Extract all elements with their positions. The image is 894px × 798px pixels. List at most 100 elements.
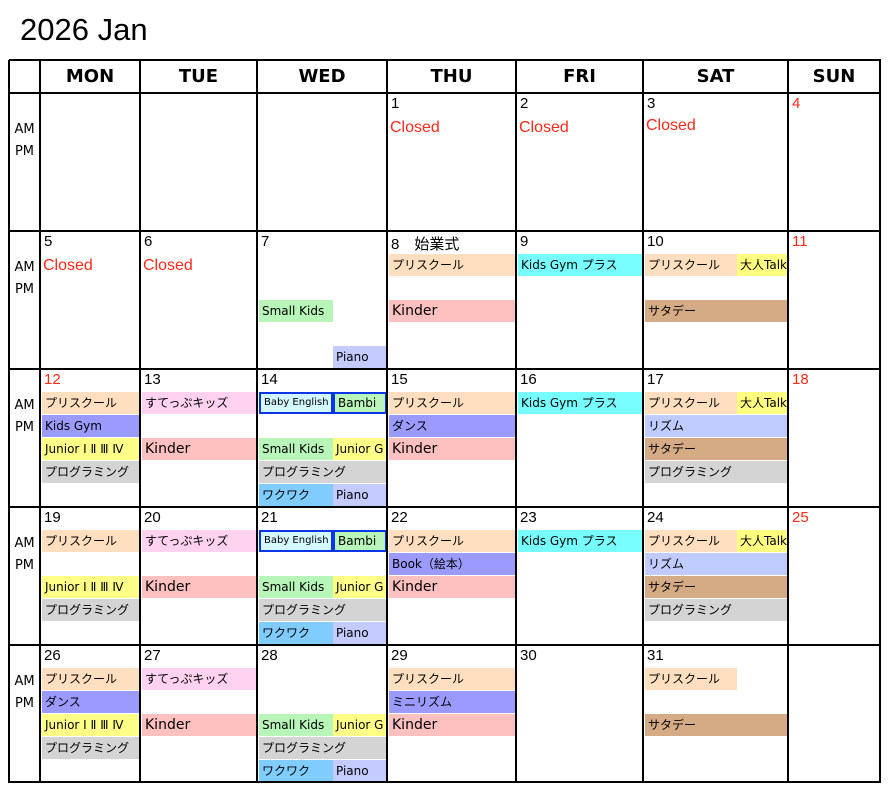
grid-line xyxy=(139,60,141,783)
event-block[interactable]: プログラミング xyxy=(42,599,140,621)
event-block[interactable]: Bambi xyxy=(333,530,387,552)
event-block[interactable]: ミニリズム xyxy=(389,691,516,713)
event-block[interactable]: 大人Talk xyxy=(737,254,788,276)
event-block[interactable]: ダンス xyxy=(389,415,516,437)
day-number: 17 xyxy=(647,371,664,388)
grid-line xyxy=(39,60,41,783)
event-block[interactable]: Kinder xyxy=(142,576,257,598)
day-cell[interactable] xyxy=(140,93,257,231)
day-cell[interactable] xyxy=(788,369,880,507)
day-number: 10 xyxy=(647,233,664,250)
header-tue: TUE xyxy=(178,66,219,87)
event-block[interactable]: すてっぷキッズ xyxy=(142,668,257,690)
ampm-pm: PM xyxy=(14,144,35,159)
day-cell[interactable] xyxy=(516,231,643,369)
grid-line xyxy=(515,60,517,783)
event-block[interactable]: ダンス xyxy=(42,691,140,713)
day-cell[interactable] xyxy=(516,507,643,645)
event-block[interactable]: プリスクール xyxy=(389,668,516,690)
event-block[interactable]: Small Kids xyxy=(259,714,333,736)
day-number: 27 xyxy=(144,647,161,664)
event-block[interactable]: すてっぷキッズ xyxy=(142,530,257,552)
event-block[interactable]: プリスクール xyxy=(645,668,737,690)
event-block[interactable]: Small Kids xyxy=(259,438,333,460)
ampm-label: AM PM xyxy=(9,119,40,163)
day-cell[interactable] xyxy=(387,93,516,231)
event-block[interactable]: プリスクール xyxy=(389,254,516,276)
ampm-pm: PM xyxy=(14,420,35,435)
day-cell[interactable] xyxy=(643,93,788,231)
event-block[interactable]: Junior G xyxy=(333,438,387,460)
event-block[interactable]: プリスクール xyxy=(645,392,737,414)
event-block[interactable]: リズム xyxy=(645,553,788,575)
event-block[interactable]: プログラミング xyxy=(645,461,788,483)
event-block[interactable]: Kinder xyxy=(142,714,257,736)
event-block[interactable]: Kids Gym xyxy=(42,415,140,437)
day-cell[interactable] xyxy=(788,507,880,645)
day-number: 31 xyxy=(647,647,664,664)
event-block[interactable]: Piano xyxy=(333,622,387,644)
day-number: 2 xyxy=(520,95,529,112)
event-block[interactable]: Kinder xyxy=(389,438,516,460)
event-block[interactable]: プリスクール xyxy=(42,668,140,690)
event-block[interactable]: すてっぷキッズ xyxy=(142,392,257,414)
event-block[interactable]: Kids Gym プラス xyxy=(518,530,643,552)
day-cell[interactable] xyxy=(40,93,140,231)
event-block[interactable]: Small Kids xyxy=(259,576,333,598)
event-block[interactable]: プログラミング xyxy=(259,461,387,483)
day-cell[interactable] xyxy=(257,93,387,231)
event-block[interactable]: プログラミング xyxy=(645,599,788,621)
event-block[interactable]: サタデー xyxy=(645,714,788,736)
event-block[interactable]: ワクワク xyxy=(259,760,333,782)
event-block[interactable]: Piano xyxy=(333,346,387,368)
day-cell[interactable] xyxy=(788,231,880,369)
event-block[interactable]: Piano xyxy=(333,760,387,782)
event-block[interactable]: Kinder xyxy=(389,300,516,322)
day-number: 5 xyxy=(44,233,53,250)
day-cell[interactable] xyxy=(788,93,880,231)
ampm-am: AM xyxy=(14,398,35,413)
event-block[interactable]: Kids Gym プラス xyxy=(518,254,643,276)
event-block[interactable]: Bambi xyxy=(333,392,387,414)
event-block[interactable]: 大人Talk xyxy=(737,392,788,414)
event-block[interactable]: サタデー xyxy=(645,300,788,322)
event-block[interactable]: Baby English xyxy=(259,530,333,552)
day-number: 21 xyxy=(261,509,278,526)
event-block[interactable]: プリスクール xyxy=(645,254,737,276)
event-block[interactable]: Junior Ⅰ Ⅱ Ⅲ Ⅳ xyxy=(42,576,140,598)
event-block[interactable]: Kinder xyxy=(142,438,257,460)
event-block[interactable]: Kinder xyxy=(389,714,516,736)
event-block[interactable]: ワクワク xyxy=(259,622,333,644)
event-block[interactable]: サタデー xyxy=(645,576,788,598)
day-cell[interactable] xyxy=(516,645,643,782)
day-cell[interactable] xyxy=(516,93,643,231)
event-block[interactable]: サタデー xyxy=(645,438,788,460)
event-block[interactable]: Small Kids xyxy=(259,300,333,322)
day-cell[interactable] xyxy=(788,645,880,782)
event-block[interactable]: Junior Ⅰ Ⅱ Ⅲ Ⅳ xyxy=(42,714,140,736)
event-block[interactable]: プログラミング xyxy=(42,737,140,759)
event-block[interactable]: 大人Talk xyxy=(737,530,788,552)
event-block[interactable]: Kids Gym プラス xyxy=(518,392,643,414)
event-block[interactable]: プリスクール xyxy=(42,530,140,552)
event-block[interactable]: プログラミング xyxy=(259,737,387,759)
event-block[interactable]: プリスクール xyxy=(645,530,737,552)
event-block[interactable]: Kinder xyxy=(389,576,516,598)
event-block[interactable]: プログラミング xyxy=(259,599,387,621)
event-block[interactable]: プリスクール xyxy=(389,392,516,414)
event-block[interactable]: Piano xyxy=(333,484,387,506)
event-block[interactable]: Junior G xyxy=(333,576,387,598)
day-cell[interactable] xyxy=(140,231,257,369)
day-number: 13 xyxy=(144,371,161,388)
event-block[interactable]: プリスクール xyxy=(389,530,516,552)
event-block[interactable]: Book（絵本） xyxy=(389,553,516,575)
event-block[interactable]: プログラミング xyxy=(42,461,140,483)
day-cell[interactable] xyxy=(40,231,140,369)
event-block[interactable]: Baby English xyxy=(259,392,333,414)
event-block[interactable]: Junior Ⅰ Ⅱ Ⅲ Ⅳ xyxy=(42,438,140,460)
event-block[interactable]: ワクワク xyxy=(259,484,333,506)
event-block[interactable]: リズム xyxy=(645,415,788,437)
event-block[interactable]: プリスクール xyxy=(42,392,140,414)
day-cell[interactable] xyxy=(516,369,643,507)
event-block[interactable]: Junior G xyxy=(333,714,387,736)
